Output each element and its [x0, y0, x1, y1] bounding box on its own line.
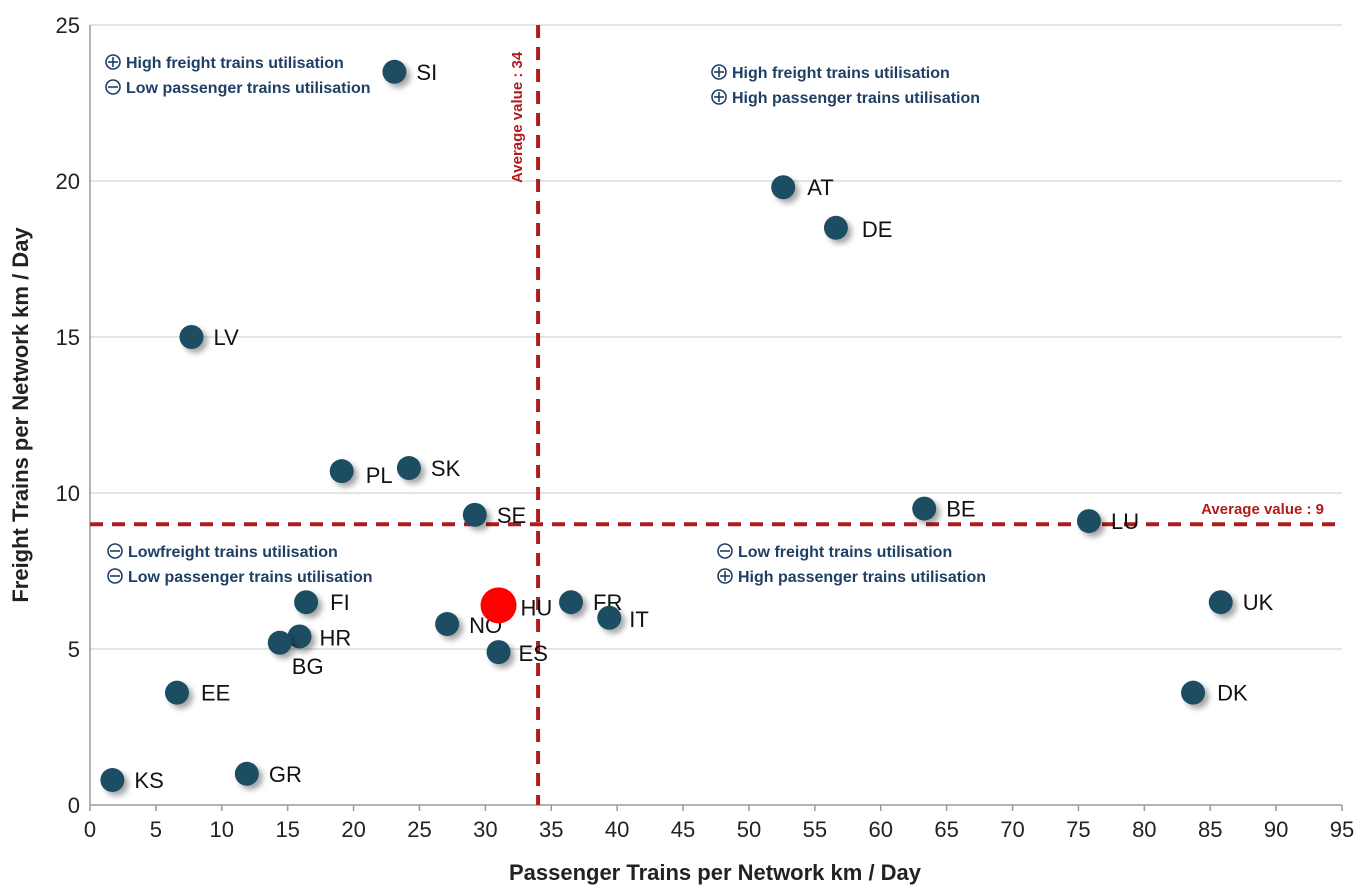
quadrant-note: High freight trains utilisation	[732, 65, 950, 82]
point-fi	[294, 590, 319, 615]
point-dk	[1181, 680, 1206, 705]
point-ks	[100, 768, 125, 793]
x-tick-label: 10	[210, 817, 234, 842]
highlight-point-hu	[480, 587, 517, 624]
x-tick-label: 25	[407, 817, 431, 842]
grid-lines	[89, 24, 1342, 806]
point-label-de: DE	[862, 217, 893, 242]
x-tick-label: 30	[473, 817, 497, 842]
point-es	[486, 640, 511, 665]
point-si	[382, 59, 407, 84]
point-label-hr: HR	[320, 626, 352, 651]
point-gr	[234, 761, 259, 786]
x-tick-label: 50	[737, 817, 761, 842]
y-tick-label: 10	[56, 481, 80, 506]
quadrant-plus-icon	[105, 54, 121, 70]
point-bg	[267, 630, 292, 655]
quadrant-plus-icon	[711, 89, 727, 105]
x-tick-label: 80	[1132, 817, 1156, 842]
point-label-hu: HU	[521, 595, 553, 620]
quadrant-note: High passenger trains utilisation	[738, 569, 986, 586]
x-tick-label: 55	[803, 817, 827, 842]
quadrant-plus-icon	[711, 64, 727, 80]
quadrant-note: Low passenger trains utilisation	[128, 569, 373, 586]
x-tick-label: 20	[341, 817, 365, 842]
quadrant-minus-icon	[107, 568, 123, 584]
x-tick-label: 60	[868, 817, 892, 842]
point-no	[435, 612, 460, 637]
point-label-se: SE	[497, 503, 526, 528]
point-label-sk: SK	[431, 456, 461, 481]
axis-ticks: 0 5 10 15 20 25 0 5 10 15 20 25 30 35 40 45 50 55 60 65 70 75…	[56, 13, 1355, 842]
y-tick-label: 5	[68, 637, 80, 662]
x-tick-label: 35	[539, 817, 563, 842]
average-label-x: Average value : 34	[509, 51, 526, 183]
x-tick-label: 65	[934, 817, 958, 842]
x-tick-label: 0	[84, 817, 96, 842]
quadrant-note: Low freight trains utilisation	[738, 544, 952, 561]
point-sk	[396, 456, 421, 481]
y-tick-label: 20	[56, 169, 80, 194]
x-tick-label: 85	[1198, 817, 1222, 842]
x-tick-label: 95	[1330, 817, 1354, 842]
x-tick-label: 5	[150, 817, 162, 842]
point-label-pl: PL	[366, 463, 393, 488]
point-label-at: AT	[807, 175, 833, 200]
point-label-ee: EE	[201, 681, 230, 706]
point-label-it: IT	[629, 607, 649, 632]
point-label-fi: FI	[330, 590, 350, 615]
y-tick-label: 15	[56, 325, 80, 350]
x-tick-label: 70	[1000, 817, 1024, 842]
point-ee	[164, 680, 189, 705]
quadrant-note: Low passenger trains utilisation	[126, 80, 371, 97]
point-uk	[1208, 590, 1233, 615]
quadrant-plus-icon	[717, 568, 733, 584]
point-lu	[1076, 509, 1101, 534]
point-label-lv: LV	[213, 325, 239, 350]
point-be	[912, 496, 937, 521]
y-tick-label: 0	[68, 793, 80, 818]
y-axis-title: Freight Trains per Network km / Day	[8, 227, 33, 603]
quadrant-notes: High freight trains utilisation Low passe…	[105, 54, 986, 586]
point-se	[462, 502, 487, 527]
point-label-uk: UK	[1243, 590, 1274, 615]
x-tick-label: 75	[1066, 817, 1090, 842]
point-label-lu: LU	[1111, 509, 1139, 534]
point-fr	[559, 590, 584, 615]
y-tick-label: 25	[56, 13, 80, 38]
x-axis-title: Passenger Trains per Network km / Day	[509, 860, 922, 885]
x-tick-label: 45	[671, 817, 695, 842]
point-it	[597, 605, 622, 630]
average-label-y: Average value : 9	[1201, 501, 1324, 518]
quadrant-minus-icon	[105, 79, 121, 95]
quadrant-note: High freight trains utilisation	[126, 55, 344, 72]
point-pl	[329, 459, 354, 484]
point-label-bg: BG	[292, 654, 324, 679]
point-de	[823, 215, 848, 240]
point-label-gr: GR	[269, 762, 302, 787]
point-label-si: SI	[416, 60, 437, 85]
x-tick-label: 15	[275, 817, 299, 842]
x-tick-label: 40	[605, 817, 629, 842]
quadrant-minus-icon	[107, 543, 123, 559]
average-lines: Average value : 34 Average value : 9	[90, 25, 1342, 805]
quadrant-minus-icon	[717, 543, 733, 559]
point-label-dk: DK	[1217, 681, 1248, 706]
point-hr	[287, 624, 312, 649]
point-label-es: ES	[519, 641, 548, 666]
point-label-be: BE	[946, 497, 975, 522]
x-tick-label: 90	[1264, 817, 1288, 842]
point-lv	[179, 325, 204, 349]
quadrant-note: High passenger trains utilisation	[732, 90, 980, 107]
point-at	[771, 175, 796, 200]
quadrant-note: Lowfreight trains utilisation	[128, 544, 338, 561]
point-label-ks: KS	[134, 768, 163, 793]
